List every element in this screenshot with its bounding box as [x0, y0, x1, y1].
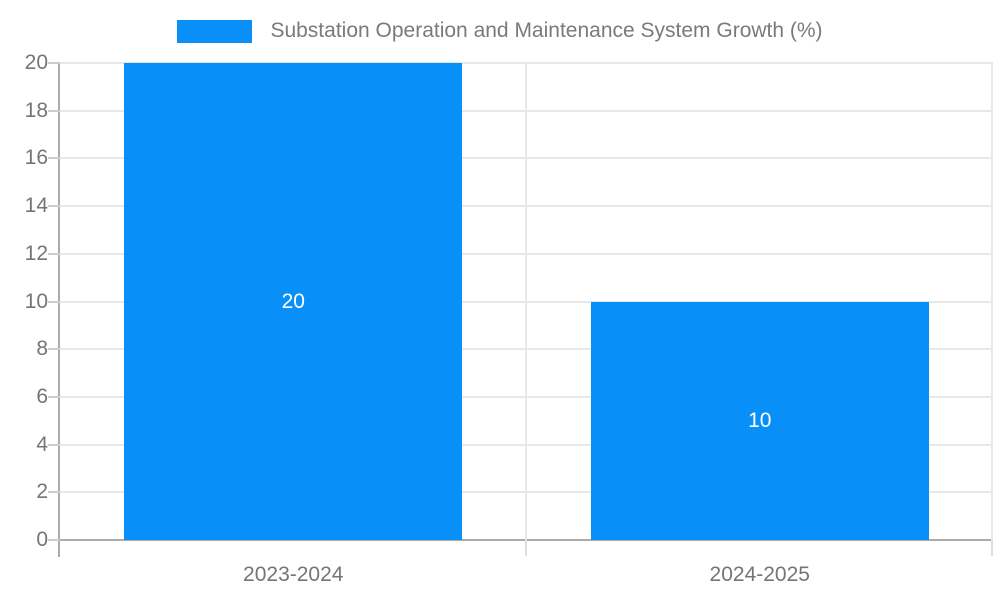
- y-tick-mark: [48, 252, 60, 255]
- y-tick-label: 10: [24, 289, 48, 313]
- bar-2024-2025[interactable]: 10: [590, 301, 929, 540]
- x-tick-mark: [524, 540, 527, 556]
- y-tick-mark: [48, 109, 60, 112]
- y-tick-label: 14: [24, 194, 48, 218]
- gridline: [60, 443, 993, 446]
- legend-label: Substation Operation and Maintenance Sys…: [270, 19, 823, 42]
- legend-item[interactable]: Substation Operation and Maintenance Sys…: [0, 16, 1000, 46]
- y-tick-mark: [48, 539, 60, 541]
- y-tick-label: 4: [36, 432, 48, 456]
- gridline: [60, 62, 993, 64]
- legend-swatch: [177, 19, 253, 43]
- y-tick-label: 6: [36, 384, 48, 408]
- y-tick-mark: [48, 395, 60, 398]
- y-tick-mark: [48, 300, 60, 303]
- y-tick-label: 0: [36, 528, 48, 551]
- y-tick-label: 18: [24, 98, 48, 122]
- y-tick-mark: [48, 205, 60, 208]
- bar-data-label: 20: [281, 289, 305, 313]
- x-axis-line: [60, 539, 993, 541]
- gridline: [60, 205, 993, 208]
- y-tick-mark: [48, 443, 60, 446]
- bar-data-label: 10: [748, 408, 772, 432]
- x-tick-label: 2024-2025: [709, 563, 810, 586]
- y-tick-label: 20: [24, 51, 48, 74]
- gridline: [60, 300, 993, 303]
- gridline: [60, 157, 993, 160]
- gridline: [60, 252, 993, 255]
- x-tick-mark: [991, 540, 993, 556]
- category-separator: [991, 63, 993, 540]
- y-tick-mark: [48, 491, 60, 494]
- y-tick-label: 2: [36, 480, 48, 504]
- gridline: [60, 109, 993, 112]
- y-tick-label: 16: [24, 146, 48, 170]
- y-axis-line: [58, 63, 60, 557]
- category-separator: [524, 63, 527, 540]
- plot-area: 20 10: [60, 62, 993, 540]
- gridline: [60, 395, 993, 398]
- y-tick-mark: [48, 348, 60, 351]
- x-tick-label: 2023-2024: [243, 563, 344, 586]
- gridline: [60, 348, 993, 351]
- y-tick-label: 12: [24, 241, 48, 265]
- y-tick-mark: [48, 62, 60, 64]
- y-tick-mark: [48, 157, 60, 160]
- y-tick-label: 8: [36, 337, 48, 361]
- bar-2023-2024[interactable]: 20: [124, 63, 463, 540]
- gridline: [60, 491, 993, 494]
